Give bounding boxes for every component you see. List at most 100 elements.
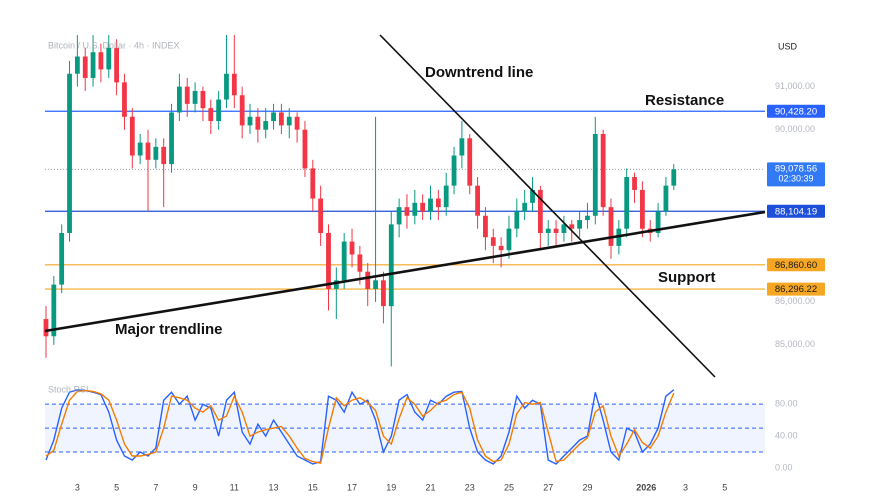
y-tick-label: 85,000.00 [775, 339, 815, 349]
candle-body [176, 86, 182, 113]
x-tick-label: 11 [230, 482, 239, 492]
y-tick-label: 80.00 [775, 399, 798, 409]
x-tick-label: 29 [582, 482, 592, 492]
candle-body [247, 116, 253, 126]
candle-body [608, 207, 614, 246]
candle-body [561, 224, 567, 233]
candle-body [381, 280, 386, 307]
x-tick-label: 19 [386, 482, 396, 492]
x-tick-label: 21 [425, 482, 435, 492]
candle-body [216, 99, 222, 122]
x-tick-label: 17 [347, 482, 357, 492]
candle-body [279, 112, 284, 126]
candle-body [357, 254, 363, 272]
candle-body [365, 271, 371, 289]
level-label-box [767, 104, 825, 118]
candle-body [592, 133, 598, 216]
candle-body [537, 189, 543, 233]
x-tick-label: 25 [504, 482, 514, 492]
candle-body [137, 142, 143, 156]
candle-body [51, 284, 57, 337]
candle-body [663, 185, 669, 212]
annotation: Resistance [645, 92, 724, 109]
x-tick-label: 13 [269, 482, 279, 492]
x-tick-label: 15 [308, 482, 318, 492]
candle-body [632, 177, 637, 190]
candle-body [106, 47, 112, 70]
level-label: 86,860.60 [775, 260, 817, 271]
candle-body [231, 73, 237, 96]
candle-body [98, 52, 104, 70]
candle-body [224, 73, 229, 100]
candle-body [208, 108, 214, 122]
annotation: Support [658, 269, 716, 286]
stoch-line [45, 389, 675, 465]
candle-body [498, 245, 504, 251]
candle-body [286, 116, 292, 126]
candle-body [506, 228, 512, 251]
y-tick-label: 0.00 [775, 462, 793, 472]
candle-body [59, 232, 65, 285]
candle-body [428, 198, 433, 212]
candle-body [310, 168, 316, 199]
candle-body [467, 138, 473, 186]
candle-body [333, 280, 339, 289]
candle-body [577, 220, 583, 229]
candle-body [388, 224, 394, 307]
candle-body [412, 202, 418, 216]
candle-body [294, 116, 300, 130]
last-price-box [767, 162, 825, 187]
candle-body [43, 319, 49, 337]
candle-body [255, 116, 261, 130]
level-label: 90,428.20 [775, 106, 817, 117]
candle-body [553, 228, 559, 233]
candle-body [161, 146, 167, 165]
candle-body [451, 155, 457, 186]
candle-body [475, 185, 480, 216]
candle-body [483, 215, 488, 238]
x-tick-label: 9 [193, 482, 198, 492]
level-label-box [767, 282, 825, 296]
candle-body [522, 202, 528, 212]
x-tick-label: 27 [543, 482, 553, 492]
candle-body [169, 112, 174, 165]
candle-body [200, 90, 206, 109]
y-axis-label: USD [778, 41, 798, 51]
x-tick-label: 7 [153, 482, 158, 492]
candle-body [373, 280, 378, 289]
candles [43, 35, 677, 367]
x-tick-label: 3 [683, 482, 688, 492]
x-tick-label: 23 [465, 482, 475, 492]
candle-body [67, 73, 72, 233]
level-label: 88,104.19 [775, 206, 817, 217]
annotation: Major trendline [115, 321, 223, 338]
candle-body [114, 47, 120, 83]
candle-body [326, 232, 331, 289]
candle-body [585, 215, 590, 221]
y-tick-label: 40.00 [775, 430, 798, 440]
annotation: Downtrend line [425, 64, 533, 81]
y-tick-label: 86,000.00 [775, 296, 815, 306]
candle-body [420, 202, 426, 212]
candle-body [624, 177, 630, 229]
candle-body [396, 207, 402, 225]
candle-body [600, 133, 606, 208]
x-tick-label: 3 [75, 482, 80, 492]
candle-body [514, 211, 520, 229]
front-layer: 91,000.00 90,000.00 86,000.00 85,000.00 3 5 7 9… [45, 81, 825, 492]
downtrend-line [379, 34, 716, 378]
candle-body [271, 112, 276, 122]
candle-body [129, 116, 135, 156]
candle-body [639, 189, 645, 229]
level-label: 86,296.22 [775, 284, 817, 295]
level-label-box [767, 204, 825, 218]
candle-body [122, 82, 127, 117]
candle-body [184, 86, 190, 104]
candle-body [404, 207, 410, 216]
candle-body [569, 224, 575, 229]
candle-body [490, 237, 496, 246]
candle-body [459, 138, 465, 156]
level-label-box [767, 258, 825, 272]
